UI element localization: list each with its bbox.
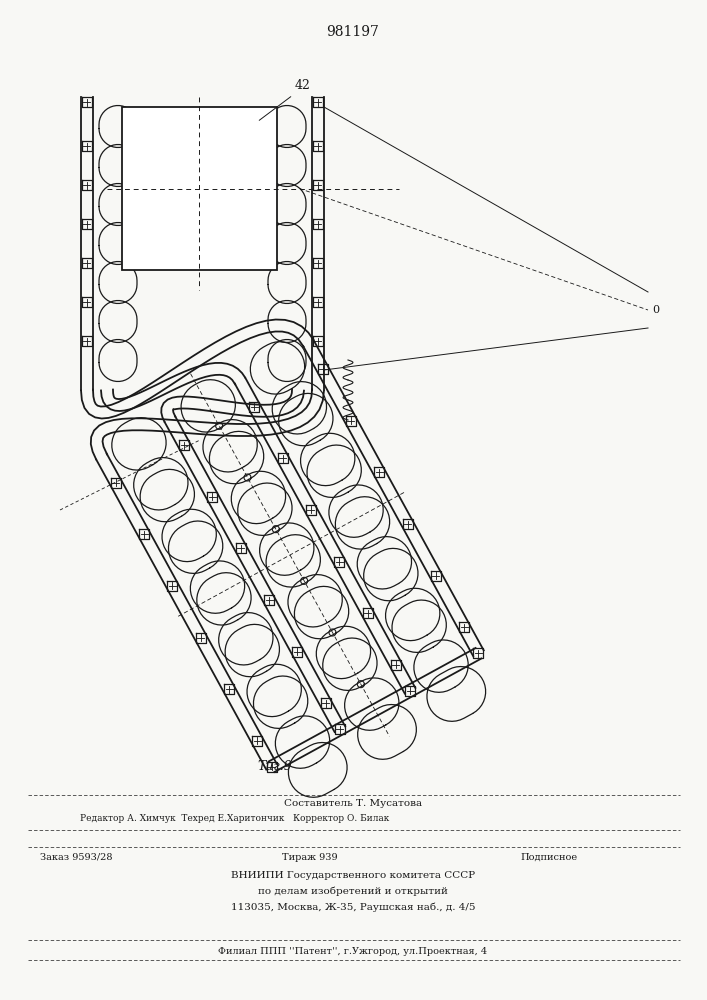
Text: Заказ 9593/28: Заказ 9593/28 [40, 853, 112, 862]
Text: Τиг.9: Τиг.9 [257, 760, 293, 773]
Text: ВНИИПИ Государственного комитета СССР: ВНИИПИ Государственного комитета СССР [231, 871, 475, 880]
Polygon shape [122, 107, 277, 270]
Text: Подписное: Подписное [520, 853, 577, 862]
Text: Тираж 939: Тираж 939 [282, 853, 338, 862]
Text: Редактор А. Химчук  Техред Е.Харитончик   Корректор О. Билак: Редактор А. Химчук Техред Е.Харитончик К… [80, 814, 390, 823]
Text: по делам изобретений и открытий: по делам изобретений и открытий [258, 887, 448, 896]
Text: 0: 0 [652, 305, 659, 315]
Text: 981197: 981197 [327, 25, 380, 39]
Text: 113035, Москва, Ж-35, Раушская наб., д. 4/5: 113035, Москва, Ж-35, Раушская наб., д. … [230, 903, 475, 912]
Text: Филиал ППП ''Патент'', г.Ужгород, ул.Проектная, 4: Филиал ППП ''Патент'', г.Ужгород, ул.Про… [218, 947, 488, 956]
Text: 42: 42 [295, 79, 311, 92]
Text: Составитель Т. Мусатова: Составитель Т. Мусатова [284, 799, 422, 808]
